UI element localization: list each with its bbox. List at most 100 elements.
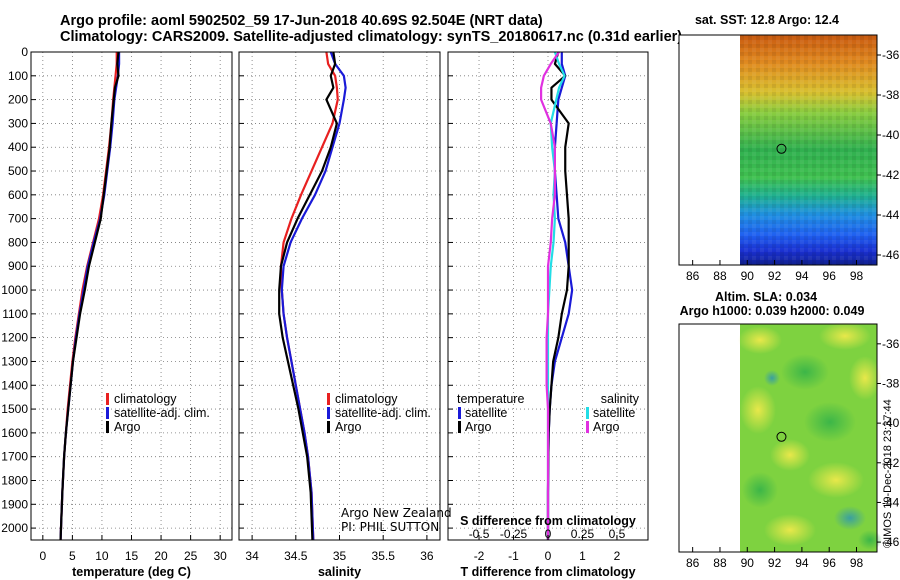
map-ytick-label: -44: [882, 495, 900, 509]
legend-swatch-argo-temperature: [458, 421, 461, 433]
legend-swatch-satellite: [327, 407, 330, 419]
legend-label-satellite: satellite-adj. clim.: [335, 406, 431, 420]
temperature-xtick-label: 15: [125, 549, 139, 563]
figure-title-line-2: Climatology: CARS2009. Satellite-adjuste…: [60, 29, 683, 45]
map-ytick-label: -44: [882, 208, 900, 222]
legend-label-argo-salinity: Argo: [593, 420, 619, 434]
salinity-xtick-label: 34: [245, 549, 259, 563]
temperature-series-climatology: [59, 52, 118, 541]
legend-swatch-climatology: [106, 393, 109, 405]
legend-swatch-argo: [106, 421, 109, 433]
map-xtick-label: 92: [768, 269, 782, 283]
map-ytick-label: -46: [882, 535, 900, 549]
salinity-difference-tick-label: -0.25: [500, 527, 528, 541]
sst-map: [678, 34, 878, 266]
argo-position-marker: [776, 143, 787, 154]
difference-xtick-label: -1: [508, 549, 519, 563]
salinity-difference-tick-label: 0: [545, 527, 552, 541]
salinity-xlabel: salinity: [318, 565, 361, 579]
map-ytick-label: -46: [882, 248, 900, 262]
temperature-ytick-label: 2000: [1, 521, 28, 535]
map-xtick-label: 94: [795, 556, 809, 570]
temperature-ytick-label: 0: [21, 45, 28, 59]
map-xtick-label: 86: [686, 269, 700, 283]
copyright-stamp: ©IMOS 19-Dec-2018 23:37:44: [882, 399, 894, 548]
figure-title-line-1: Argo profile: aoml 5902502_59 17-Jun-201…: [60, 13, 543, 29]
difference-xtick-label: 1: [579, 549, 586, 563]
sla-map: [678, 322, 882, 553]
temperature-ytick-label: 300: [8, 116, 28, 130]
legend-label-satellite-temperature: satellite: [465, 406, 507, 420]
map-ytick-label: -42: [882, 456, 900, 470]
map-xtick-label: 98: [850, 269, 864, 283]
legend-swatch-satellite-salinity: [586, 407, 589, 419]
legend-swatch-satellite: [106, 407, 109, 419]
temperature-xtick-label: 0: [39, 549, 46, 563]
legend-label-satellite: satellite-adj. clim.: [114, 406, 210, 420]
temperature-xtick-label: 20: [154, 549, 168, 563]
salinity-difference-axis-label: S difference from climatology: [460, 514, 636, 528]
difference-panel: -2 -1 0 1 2 T difference from climatology S di…: [447, 51, 649, 579]
salinity-xtick-label: 35.5: [372, 549, 396, 563]
map-ytick-label: -40: [882, 128, 900, 142]
map-xtick-label: 98: [850, 556, 864, 570]
legend-label-climatology: climatology: [114, 392, 177, 406]
salinity-panel: 34 34.5 35 35.5 36 salinity: [238, 51, 441, 579]
map-xtick-label: 88: [713, 269, 727, 283]
legend-swatch-argo: [327, 421, 330, 433]
temperature-ytick-label: 800: [8, 235, 28, 249]
profile-panels: 0 5 10 15 20 25 300100200300400500600700800900…: [1, 45, 649, 579]
sla-map-frame: [678, 323, 878, 553]
sst-map-title: sat. SST: 12.8 Argo: 12.4: [695, 13, 839, 27]
salinity-difference-tick-label: 0.5: [609, 527, 626, 541]
salinity-legend: climatology satellite-adj. clim. Argo: [327, 392, 431, 434]
temperature-ytick-label: 1200: [1, 331, 28, 345]
legend-swatch-satellite-temperature: [458, 407, 461, 419]
temperature-ytick-label: 1100: [2, 307, 28, 321]
legend-label-satellite-salinity: satellite: [593, 406, 635, 420]
temperature-ytick-label: 1300: [1, 354, 28, 368]
temperature-xtick-label: 5: [69, 549, 76, 563]
temperature-xlabel: temperature (deg C): [72, 565, 191, 579]
legend-swatch-climatology: [327, 393, 330, 405]
temperature-xtick-label: 30: [213, 549, 227, 563]
temperature-ytick-label: 200: [8, 93, 28, 107]
temperature-xtick-label: 10: [95, 549, 109, 563]
temperature-ytick-label: 100: [8, 69, 28, 83]
salinity-xtick-label: 34.5: [284, 549, 308, 563]
map-ytick-label: -36: [882, 337, 900, 351]
sst-map-frame: [678, 34, 878, 266]
sla-field-blobs: [738, 322, 882, 550]
map-ytick-label: -38: [882, 376, 900, 390]
sla-map-subtitle: Argo h1000: 0.039 h2000: 0.049: [680, 304, 865, 318]
difference-xtick-label: 2: [614, 549, 621, 563]
legend-swatch-argo-salinity: [586, 421, 589, 433]
salinity-series-satellite-adj-clim-: [280, 51, 347, 541]
temperature-ytick-label: 600: [8, 188, 28, 202]
temperature-ytick-label: 700: [8, 212, 28, 226]
temperature-ytick-label: 1600: [1, 426, 28, 440]
map-xtick-label: 94: [795, 269, 809, 283]
temperature-xtick-label: 25: [184, 549, 198, 563]
temperature-ytick-label: 900: [8, 259, 28, 273]
salinity-xtick-label: 36: [420, 549, 434, 563]
map-xtick-label: 96: [823, 269, 837, 283]
legend-header-temperature: temperature: [457, 392, 524, 406]
difference-series-argo-temperature-: [546, 51, 570, 540]
map-xtick-label: 86: [686, 556, 700, 570]
temperature-ytick-label: 1500: [1, 402, 28, 416]
credit-pi: PI: PHIL SUTTON: [341, 520, 439, 534]
temperature-ytick-label: 1700: [1, 450, 28, 464]
legend-label-climatology: climatology: [335, 392, 398, 406]
map-xtick-label: 90: [741, 556, 755, 570]
map-ytick-label: -36: [882, 48, 900, 62]
salinity-difference-tick-label: 0.25: [571, 527, 595, 541]
map-xtick-label: 90: [741, 269, 755, 283]
legend-label-argo-temperature: Argo: [465, 420, 491, 434]
sst-field-texture: [740, 35, 877, 265]
temperature-ytick-label: 400: [8, 140, 28, 154]
map-ytick-label: -38: [882, 88, 900, 102]
map-xtick-label: 88: [713, 556, 727, 570]
salinity-difference-tick-label: -0.5: [469, 527, 490, 541]
